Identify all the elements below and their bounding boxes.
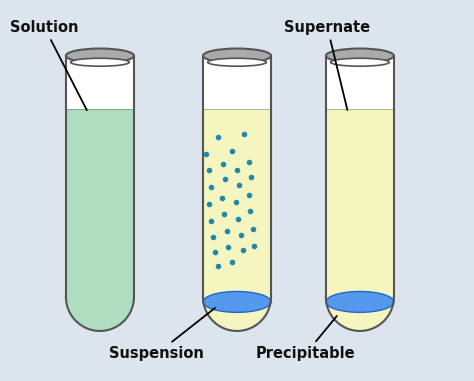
Ellipse shape xyxy=(330,58,389,66)
Ellipse shape xyxy=(208,58,266,66)
Text: Precipitable: Precipitable xyxy=(256,316,356,361)
Ellipse shape xyxy=(326,291,394,312)
Polygon shape xyxy=(203,56,271,109)
Text: Supernate: Supernate xyxy=(284,20,370,110)
Text: Solution: Solution xyxy=(10,20,87,110)
Ellipse shape xyxy=(71,58,129,66)
Ellipse shape xyxy=(203,291,271,312)
Ellipse shape xyxy=(326,48,394,63)
Polygon shape xyxy=(66,109,134,331)
Polygon shape xyxy=(203,109,271,331)
Polygon shape xyxy=(326,56,394,109)
Ellipse shape xyxy=(66,48,134,63)
Polygon shape xyxy=(326,109,394,331)
Polygon shape xyxy=(66,56,134,109)
Ellipse shape xyxy=(203,48,271,63)
Text: Suspension: Suspension xyxy=(109,308,215,361)
